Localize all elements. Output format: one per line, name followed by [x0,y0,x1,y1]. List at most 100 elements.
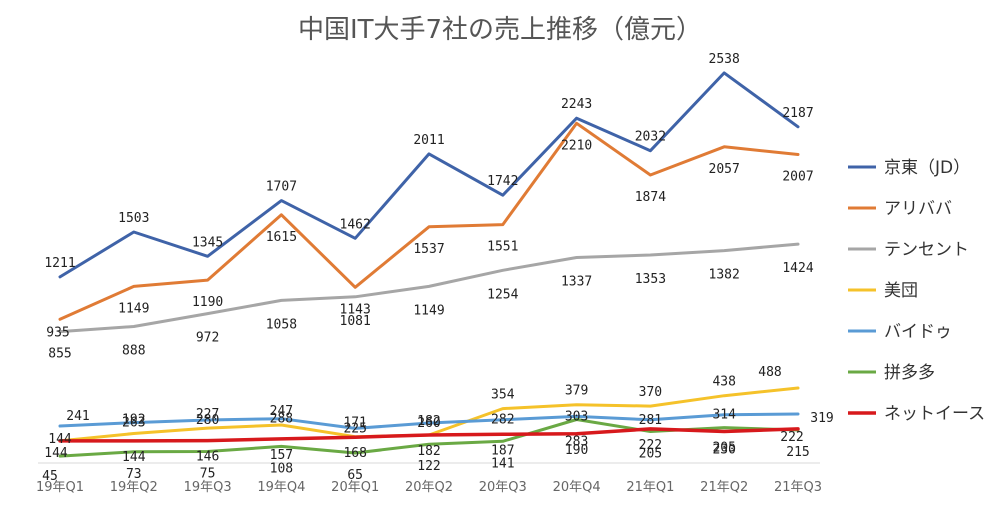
x-tick-label: 21年Q3 [774,480,822,495]
data-label: 1615 [266,230,297,245]
data-label: 2538 [709,52,740,67]
data-label: 1551 [487,240,518,255]
data-label: 1424 [782,261,813,276]
data-label: 205 [712,441,735,456]
series-line [58,427,800,443]
data-label: 2187 [782,106,813,121]
data-label: 144 [122,450,146,465]
data-label: 1254 [487,287,518,302]
data-label: 488 [758,365,781,380]
legend-entry: テンセント [884,240,969,260]
data-label: 1081 [340,314,371,329]
x-tick-label: 20年Q3 [479,480,527,495]
data-label: 45 [42,469,58,484]
data-label: 215 [786,445,809,460]
data-label: 122 [417,459,440,474]
data-label: 2210 [561,138,592,153]
legend-entry: 京東（JD） [884,158,970,178]
data-label: 283 [565,435,588,450]
data-label: 1211 [44,256,75,271]
data-label: 1353 [635,272,666,287]
data-label: 1345 [192,235,223,250]
data-label: 303 [565,409,588,424]
data-label: 65 [347,468,363,483]
x-tick-label: 20年Q2 [405,480,453,495]
data-label: 144 [44,446,68,461]
data-label: 281 [639,413,662,428]
data-label: 2007 [782,170,813,185]
legend-entry: 拼多多 [884,363,935,383]
data-label: 314 [712,408,736,423]
data-label: 1058 [266,317,297,332]
legend-entry: アリババ [884,199,952,219]
data-label: 182 [417,444,440,459]
x-tick-label: 21年Q1 [626,480,674,495]
data-label: 247 [270,404,293,419]
data-label: 168 [343,446,366,461]
data-label: 1143 [340,302,371,317]
data-label: 1742 [487,174,518,189]
data-labels: 1211 1503 1345 1707 1462 2011 1742 2243 2032 2538… [42,52,834,484]
data-label: 354 [491,388,515,403]
x-tick-label: 20年Q4 [553,480,601,495]
data-label: 972 [196,331,219,346]
data-label: 187 [491,443,514,458]
series-line [58,71,800,279]
data-label: 1382 [709,268,740,283]
x-tick-label: 19年Q1 [36,480,84,495]
legend-entry: ネットイース [884,404,985,424]
x-tick-label: 19年Q3 [184,480,232,495]
data-label: 230 [712,443,735,458]
data-label: 2243 [561,97,592,112]
data-label: 73 [126,467,142,482]
data-label: 222 [780,430,803,445]
series-line [58,121,800,321]
series-lines [58,71,800,458]
data-label: 2032 [635,130,666,145]
legend-entry: バイドゥ [884,322,952,342]
data-label: 888 [122,344,145,359]
x-tick-label: 20年Q1 [331,480,379,495]
data-label: 1149 [118,301,149,316]
x-tick-label: 21年Q2 [700,480,748,495]
data-label: 1337 [561,275,592,290]
data-label: 75 [200,467,216,482]
data-label: 182 [417,414,440,429]
data-label: 319 [810,411,833,426]
data-label: 225 [343,421,366,436]
data-label: 280 [196,413,219,428]
data-label: 2057 [709,162,740,177]
data-label: 1707 [266,180,297,195]
x-tick-label: 19年Q4 [257,480,305,495]
data-label: 141 [491,456,514,471]
data-label: 108 [270,461,293,476]
data-label: 370 [639,385,662,400]
series-line [58,412,800,430]
series-line [58,242,800,334]
data-label: 241 [66,409,89,424]
data-label: 205 [639,447,662,462]
data-label: 144 [48,432,72,447]
x-axis: 19年Q1 19年Q2 19年Q3 19年Q4 20年Q1 20年Q2 20年Q3 20年Q4… [36,462,822,495]
data-label: 263 [122,416,145,431]
data-label: 1462 [340,217,371,232]
data-label: 1874 [635,190,666,205]
data-label: 146 [196,450,219,465]
data-label: 935 [46,325,69,340]
data-label: 227 [196,407,219,422]
data-label: 157 [270,448,293,463]
x-tick-label: 19年Q2 [110,480,158,495]
data-label: 2011 [413,133,444,148]
data-label: 171 [343,416,366,431]
data-label: 190 [565,443,588,458]
data-label: 1503 [118,211,149,226]
chart-title: 中国IT大手7社の売上推移（億元） [298,15,702,45]
data-label: 288 [270,412,293,427]
data-label: 438 [712,375,735,390]
data-label: 1190 [192,295,223,310]
data-label: 192 [122,413,145,428]
data-label: 282 [491,413,514,428]
data-label: 379 [565,384,588,399]
